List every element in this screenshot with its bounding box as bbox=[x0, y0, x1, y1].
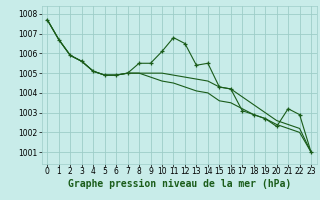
X-axis label: Graphe pression niveau de la mer (hPa): Graphe pression niveau de la mer (hPa) bbox=[68, 179, 291, 189]
